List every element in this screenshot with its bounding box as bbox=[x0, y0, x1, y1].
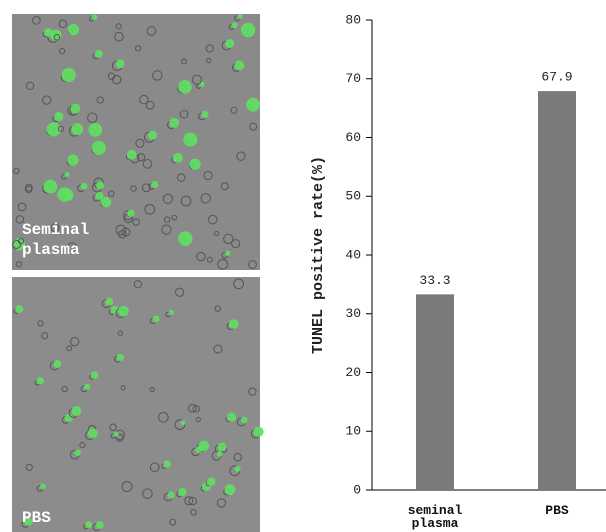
cell bbox=[127, 150, 137, 160]
cell bbox=[235, 466, 241, 472]
cell bbox=[151, 181, 158, 188]
x-tick-label: PBS bbox=[517, 504, 597, 517]
y-tick-label: 40 bbox=[345, 247, 361, 262]
cell bbox=[113, 432, 118, 437]
cell bbox=[183, 132, 197, 146]
cell bbox=[53, 360, 61, 368]
cell bbox=[95, 50, 103, 58]
value-label: 67.9 bbox=[541, 70, 572, 85]
cell bbox=[15, 305, 23, 313]
cell bbox=[199, 81, 205, 87]
cell bbox=[178, 231, 192, 245]
cell bbox=[207, 477, 215, 485]
panel-label: PBS bbox=[22, 508, 122, 528]
cell bbox=[253, 427, 263, 437]
page: TUNEL positive rate(%) 0 10 20 30 40 50 60 70 80… bbox=[0, 0, 606, 532]
cell bbox=[62, 68, 76, 82]
y-tick-label: 70 bbox=[345, 71, 361, 86]
cell bbox=[101, 197, 111, 207]
cell bbox=[169, 310, 174, 315]
figure: TUNEL positive rate(%) 0 10 20 30 40 50 60 70 80… bbox=[0, 0, 606, 532]
cell bbox=[116, 60, 125, 69]
y-tick-label: 10 bbox=[345, 424, 361, 439]
cell bbox=[57, 187, 71, 201]
y-tick-label: 20 bbox=[345, 365, 361, 380]
cell bbox=[37, 377, 44, 384]
cell bbox=[241, 23, 255, 37]
cell bbox=[241, 417, 247, 423]
cell bbox=[169, 118, 179, 128]
cell bbox=[91, 371, 99, 379]
bar bbox=[416, 294, 454, 490]
cell bbox=[225, 39, 234, 48]
cell bbox=[246, 98, 260, 112]
cell bbox=[65, 414, 73, 422]
cell bbox=[68, 24, 79, 35]
cell bbox=[105, 298, 113, 306]
cell bbox=[178, 488, 186, 496]
cell bbox=[225, 484, 236, 495]
cell bbox=[54, 112, 63, 121]
x-tick-label: seminal plasma bbox=[395, 504, 475, 530]
cell bbox=[168, 491, 175, 498]
cell bbox=[227, 412, 236, 421]
y-tick-label: 60 bbox=[345, 130, 361, 145]
value-label: 33.3 bbox=[419, 273, 450, 288]
y-tick-label: 50 bbox=[345, 189, 361, 204]
cell bbox=[178, 80, 192, 94]
y-axis-label: TUNEL positive rate(%) bbox=[310, 156, 327, 354]
cell bbox=[40, 484, 46, 490]
cell bbox=[163, 460, 170, 467]
cell bbox=[92, 141, 106, 155]
cell bbox=[67, 155, 78, 166]
cell bbox=[84, 384, 90, 390]
cell bbox=[201, 111, 208, 118]
cell bbox=[88, 428, 98, 438]
cell bbox=[74, 449, 81, 456]
cell bbox=[237, 14, 242, 19]
micrograph bbox=[12, 277, 260, 532]
cell bbox=[71, 406, 81, 416]
cell bbox=[225, 251, 230, 256]
cell bbox=[190, 159, 201, 170]
cell bbox=[218, 443, 227, 452]
cell bbox=[153, 315, 160, 322]
y-tick-label: 80 bbox=[345, 12, 361, 27]
y-tick-label: 0 bbox=[353, 482, 361, 497]
cell bbox=[70, 104, 80, 114]
cell bbox=[173, 153, 183, 163]
cell bbox=[92, 14, 98, 20]
cell bbox=[44, 28, 52, 36]
cell bbox=[43, 180, 57, 194]
cell bbox=[217, 451, 223, 457]
cell bbox=[88, 123, 102, 137]
cell bbox=[229, 319, 239, 329]
cell bbox=[234, 60, 244, 70]
cell bbox=[72, 123, 84, 135]
cell bbox=[127, 210, 134, 217]
cell bbox=[117, 354, 124, 361]
cell bbox=[96, 181, 104, 189]
cell bbox=[65, 172, 70, 177]
panel-label: Seminal plasma bbox=[22, 220, 122, 260]
bar bbox=[538, 91, 576, 490]
cell bbox=[81, 183, 88, 190]
cell bbox=[148, 131, 157, 140]
cell bbox=[180, 420, 185, 425]
cell bbox=[118, 306, 128, 316]
y-tick-label: 30 bbox=[345, 306, 361, 321]
cell bbox=[232, 22, 238, 28]
cell bbox=[195, 447, 202, 454]
